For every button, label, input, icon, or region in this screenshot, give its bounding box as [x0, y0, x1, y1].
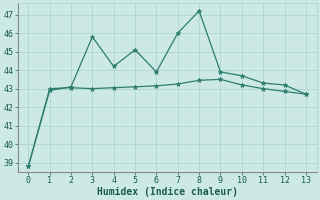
X-axis label: Humidex (Indice chaleur): Humidex (Indice chaleur)	[97, 186, 237, 197]
